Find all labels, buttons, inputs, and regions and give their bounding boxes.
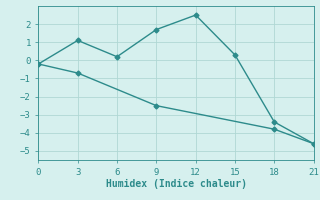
X-axis label: Humidex (Indice chaleur): Humidex (Indice chaleur) — [106, 179, 246, 189]
